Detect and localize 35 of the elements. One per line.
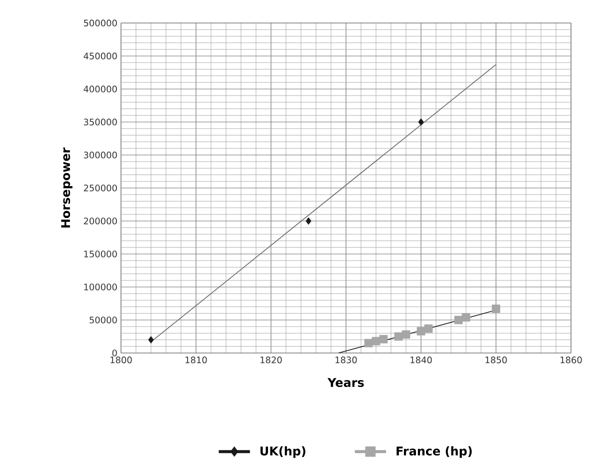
point: [454, 316, 463, 324]
point: [372, 336, 380, 346]
x-tick-label: 1840: [410, 356, 432, 364]
point: [402, 330, 410, 339]
legend-label: UK(hp): [260, 446, 306, 458]
x-tick-label: 1820: [260, 356, 282, 364]
x-tick-label: 1860: [560, 356, 582, 364]
point: [394, 332, 403, 341]
point: [379, 334, 388, 344]
x-tick-label: 1850: [486, 356, 507, 364]
y-axis-title: Horsepower: [61, 147, 72, 228]
point: [148, 336, 154, 344]
point: [424, 324, 433, 333]
y-tick-label: 50000: [90, 316, 117, 324]
x-tick-label: 1800: [110, 356, 132, 364]
y-tick-label: 100000: [84, 284, 117, 290]
y-tick-label: 150000: [84, 250, 117, 258]
point: [418, 118, 424, 126]
point: [306, 217, 312, 225]
point: [416, 327, 426, 336]
y-tick-label: 450000: [84, 52, 117, 60]
y-tick-label: 250000: [84, 184, 117, 192]
point: [364, 338, 373, 348]
y-tick-label: 350000: [84, 118, 117, 126]
y-tick-label: 500000: [84, 20, 117, 26]
y-tick-label: 0: [112, 350, 117, 356]
y-tick-label: 300000: [84, 152, 117, 158]
point: [492, 304, 500, 313]
x-axis-title: Years: [328, 378, 364, 388]
legend-label: France (hp): [396, 446, 472, 458]
y-tick-label: 400000: [84, 86, 117, 92]
point: [462, 313, 470, 322]
y-tick-label: 200000: [84, 218, 117, 224]
x-tick-label: 1830: [336, 356, 357, 364]
x-tick-label: 1810: [186, 356, 207, 364]
